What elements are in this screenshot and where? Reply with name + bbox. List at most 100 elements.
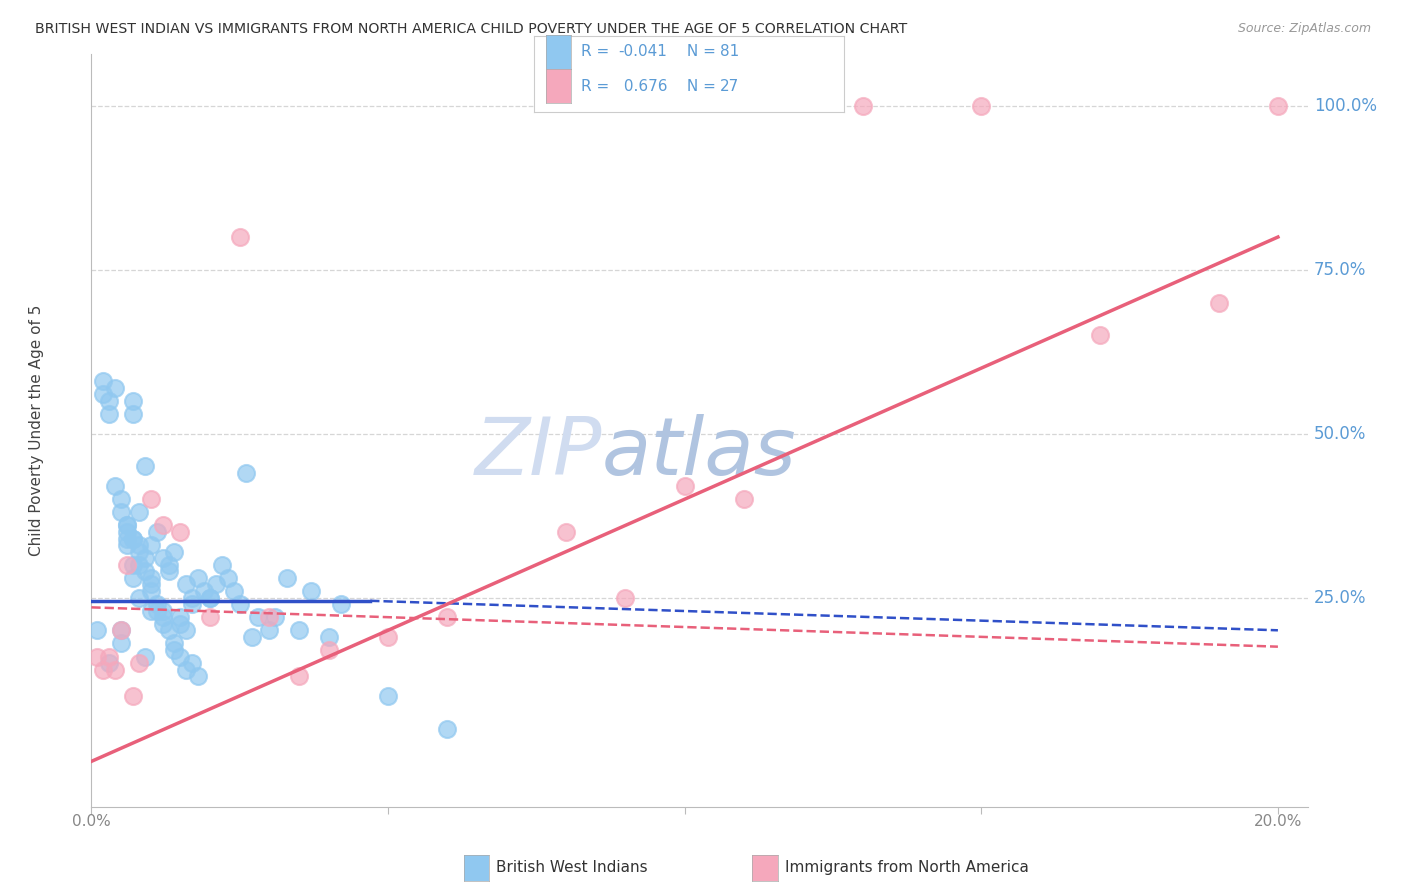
Point [1267, 99, 1289, 113]
Point [163, 636, 186, 650]
Point [259, 610, 281, 624]
Text: Source: ZipAtlas.com: Source: ZipAtlas.com [1237, 22, 1371, 36]
Point [299, 584, 322, 599]
Point [181, 597, 204, 611]
Point [122, 571, 145, 585]
Point [246, 610, 269, 624]
Text: 100.0%: 100.0% [1313, 97, 1376, 115]
Point [217, 571, 239, 585]
Point [259, 624, 281, 638]
Point [115, 532, 138, 546]
Point [377, 689, 399, 703]
Point [134, 649, 156, 664]
Text: R =: R = [581, 45, 614, 59]
Point [198, 591, 221, 605]
Point [733, 492, 755, 507]
Point [152, 551, 174, 566]
Text: 81: 81 [720, 45, 740, 59]
Point [110, 636, 132, 650]
Point [115, 538, 138, 552]
Point [110, 624, 132, 638]
Point [152, 616, 174, 631]
Point [198, 610, 221, 624]
Text: 20.0%: 20.0% [1254, 814, 1302, 829]
Point [176, 624, 198, 638]
Point [115, 518, 138, 533]
Point [139, 584, 162, 599]
Point [436, 610, 458, 624]
Point [104, 479, 127, 493]
Point [110, 492, 132, 507]
Point [110, 624, 132, 638]
Point [1088, 328, 1111, 343]
Point [128, 558, 150, 572]
Point [115, 558, 138, 572]
Point [134, 459, 156, 474]
Text: British West Indians: British West Indians [496, 860, 648, 874]
Point [176, 577, 198, 591]
Point [139, 492, 162, 507]
Point [614, 591, 637, 605]
Point [152, 610, 174, 624]
Point [122, 393, 145, 408]
Point [288, 669, 311, 683]
Point [264, 610, 287, 624]
Point [193, 584, 215, 599]
Point [122, 689, 145, 703]
Point [205, 577, 228, 591]
Text: 0.0%: 0.0% [72, 814, 111, 829]
Point [91, 387, 114, 401]
Point [139, 577, 162, 591]
Point [98, 649, 121, 664]
Point [157, 624, 180, 638]
Text: Child Poverty Under the Age of 5: Child Poverty Under the Age of 5 [30, 305, 44, 556]
Point [187, 571, 209, 585]
Point [128, 544, 150, 558]
Text: N =: N = [682, 45, 721, 59]
Point [228, 597, 250, 611]
Point [128, 591, 150, 605]
Point [673, 479, 696, 493]
Point [122, 532, 145, 546]
Point [104, 381, 127, 395]
Point [329, 597, 352, 611]
Point [276, 571, 298, 585]
Point [228, 230, 250, 244]
Point [139, 604, 162, 618]
Text: R =: R = [581, 79, 614, 94]
Point [139, 538, 162, 552]
Point [157, 564, 180, 578]
Point [122, 532, 145, 546]
Point [318, 630, 340, 644]
Point [86, 649, 108, 664]
Point [128, 538, 150, 552]
Point [98, 407, 121, 421]
Text: BRITISH WEST INDIAN VS IMMIGRANTS FROM NORTH AMERICA CHILD POVERTY UNDER THE AGE: BRITISH WEST INDIAN VS IMMIGRANTS FROM N… [35, 22, 907, 37]
Point [98, 393, 121, 408]
Point [145, 524, 167, 539]
Point [240, 630, 263, 644]
Point [128, 656, 150, 670]
Point [198, 591, 221, 605]
Point [181, 591, 204, 605]
Point [128, 505, 150, 519]
Point [187, 669, 209, 683]
Text: Immigrants from North America: Immigrants from North America [785, 860, 1028, 874]
Point [222, 584, 245, 599]
Text: -0.041: -0.041 [619, 45, 668, 59]
Point [122, 407, 145, 421]
Point [134, 551, 156, 566]
Point [318, 643, 340, 657]
Point [181, 656, 204, 670]
Point [145, 597, 167, 611]
Point [288, 624, 311, 638]
Point [115, 518, 138, 533]
Point [169, 524, 191, 539]
Point [91, 663, 114, 677]
Point [157, 558, 180, 572]
Point [86, 624, 108, 638]
Text: ZIP: ZIP [475, 414, 602, 492]
Text: atlas: atlas [602, 414, 797, 492]
Point [110, 505, 132, 519]
Point [134, 564, 156, 578]
